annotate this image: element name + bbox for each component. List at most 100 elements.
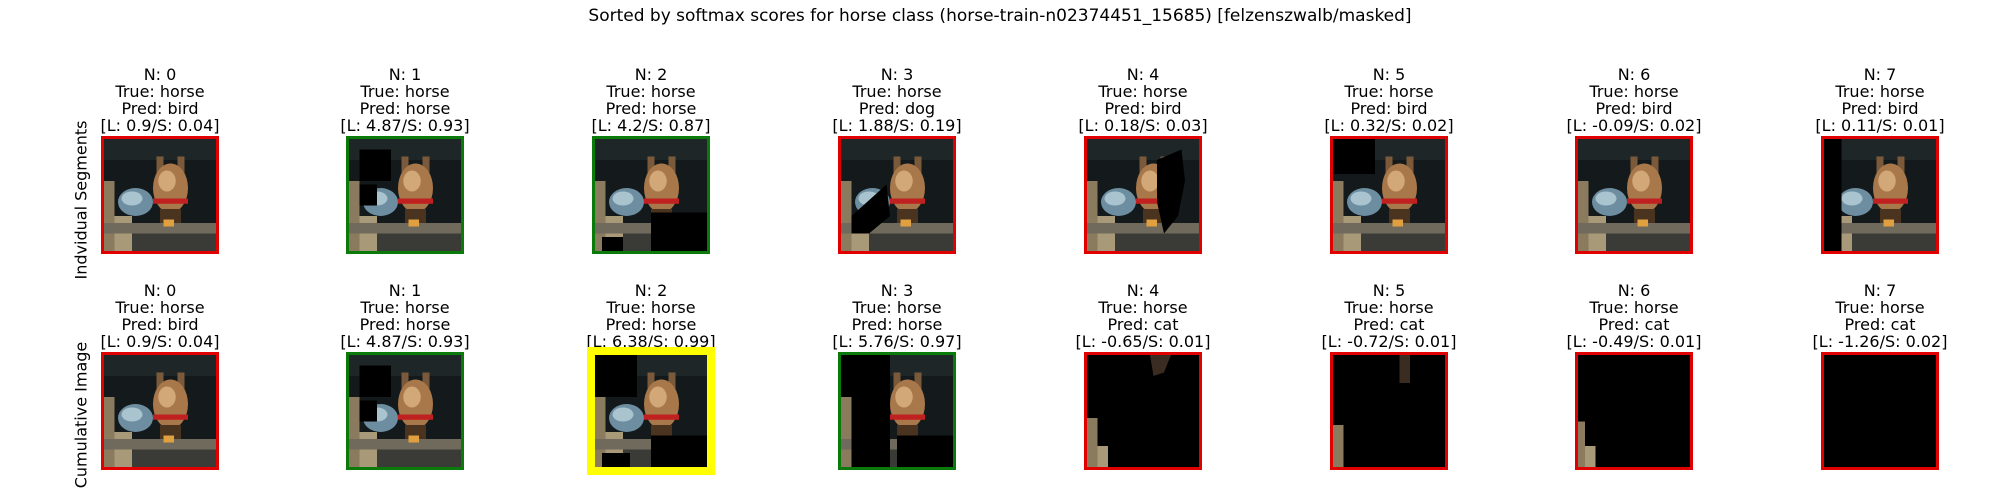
pred-label: Pred: horse [851, 315, 943, 334]
true-label: True: horse [360, 298, 450, 317]
score-label: [L: 4.2/S: 0.87] [591, 116, 711, 135]
masked-image-thumbnail [1821, 352, 1939, 470]
masked-image-thumbnail [101, 352, 219, 470]
true-label: True: horse [852, 298, 942, 317]
panel-r0-c5: N: 5 True: horse Pred: bird [L: 0.32/S: 0.0… [1289, 66, 1489, 254]
panel-r0-c7: N: 7 True: horse Pred: bird [L: 0.11/S: 0.0… [1780, 66, 1980, 254]
pred-label: Pred: horse [605, 99, 697, 118]
pred-label: Pred: horse [359, 315, 451, 334]
figure-title: Sorted by softmax scores for horse class… [588, 6, 1412, 26]
score-label: [L: 0.9/S: 0.04] [100, 116, 220, 135]
score-label: [L: 6.38/S: 0.99] [586, 332, 716, 351]
panel-r1-c0: N: 0 True: horse Pred: bird [L: 0.9/S: 0.04… [60, 282, 260, 470]
true-label: True: horse [606, 82, 696, 101]
score-label: [L: 0.9/S: 0.04] [100, 332, 220, 351]
score-label: [L: -1.26/S: 0.02] [1812, 332, 1948, 351]
panel-r1-c1: N: 1 True: horse Pred: horse [L: 4.87/S: 0.… [305, 282, 505, 470]
pred-label: Pred: bird [1104, 99, 1182, 118]
masked-image-thumbnail [1330, 136, 1448, 254]
masked-image-thumbnail [346, 136, 464, 254]
masked-image-thumbnail [1821, 136, 1939, 254]
masked-image-thumbnail [346, 352, 464, 470]
panel-caption: N: 5 True: horse Pred: bird [L: 0.32/S: 0.0… [1289, 66, 1489, 134]
panel-r1-c7: N: 7 True: horse Pred: cat [L: -1.26/S: 0.0… [1780, 282, 1980, 470]
panel-r0-c3: N: 3 True: horse Pred: dog [L: 1.88/S: 0.19… [797, 66, 997, 254]
true-label: True: horse [1835, 298, 1925, 317]
panel-index: N: 6 [1617, 65, 1651, 84]
panel-caption: N: 1 True: horse Pred: horse [L: 4.87/S: 0.… [305, 66, 505, 134]
panel-caption: N: 3 True: horse Pred: dog [L: 1.88/S: 0.19… [797, 66, 997, 134]
true-label: True: horse [1589, 82, 1679, 101]
panel-index: N: 3 [880, 65, 914, 84]
panel-index: N: 0 [143, 281, 177, 300]
true-label: True: horse [852, 82, 942, 101]
score-label: [L: 4.87/S: 0.93] [340, 332, 470, 351]
true-label: True: horse [1589, 298, 1679, 317]
true-label: True: horse [1344, 298, 1434, 317]
panel-caption: N: 0 True: horse Pred: bird [L: 0.9/S: 0.04… [60, 282, 260, 350]
pred-label: Pred: cat [1353, 315, 1425, 334]
pred-label: Pred: bird [1350, 99, 1428, 118]
panel-r1-c2: N: 2 True: horse Pred: horse [L: 6.38/S: 0.… [551, 282, 751, 475]
masked-image-thumbnail [1084, 352, 1202, 470]
masked-image-thumbnail [1084, 136, 1202, 254]
panel-caption: N: 4 True: horse Pred: cat [L: -0.65/S: 0.0… [1043, 282, 1243, 350]
pred-label: Pred: dog [858, 99, 936, 118]
panel-r1-c5: N: 5 True: horse Pred: cat [L: -0.72/S: 0.0… [1289, 282, 1489, 470]
panel-index: N: 6 [1617, 281, 1651, 300]
panel-index: N: 3 [880, 281, 914, 300]
panel-caption: N: 2 True: horse Pred: horse [L: 6.38/S: 0.… [551, 282, 751, 350]
score-label: [L: 0.11/S: 0.01] [1815, 116, 1945, 135]
panel-caption: N: 6 True: horse Pred: cat [L: -0.49/S: 0.0… [1534, 282, 1734, 350]
true-label: True: horse [1835, 82, 1925, 101]
true-label: True: horse [1344, 82, 1434, 101]
masked-image-thumbnail [587, 347, 715, 475]
score-label: [L: -0.72/S: 0.01] [1321, 332, 1457, 351]
pred-label: Pred: horse [359, 99, 451, 118]
score-label: [L: -0.49/S: 0.01] [1566, 332, 1702, 351]
masked-image-thumbnail [838, 136, 956, 254]
pred-label: Pred: bird [121, 315, 199, 334]
panel-r1-c4: N: 4 True: horse Pred: cat [L: -0.65/S: 0.0… [1043, 282, 1243, 470]
panel-index: N: 5 [1372, 65, 1406, 84]
panel-r0-c2: N: 2 True: horse Pred: horse [L: 4.2/S: 0.8… [551, 66, 751, 254]
panel-caption: N: 0 True: horse Pred: bird [L: 0.9/S: 0.04… [60, 66, 260, 134]
panel-index: N: 4 [1126, 65, 1160, 84]
masked-image-thumbnail [1330, 352, 1448, 470]
score-label: [L: 0.32/S: 0.02] [1324, 116, 1454, 135]
score-label: [L: 4.87/S: 0.93] [340, 116, 470, 135]
panel-r0-c6: N: 6 True: horse Pred: bird [L: -0.09/S: 0.… [1534, 66, 1734, 254]
pred-label: Pred: bird [121, 99, 199, 118]
panel-index: N: 4 [1126, 281, 1160, 300]
score-label: [L: 1.88/S: 0.19] [832, 116, 962, 135]
pred-label: Pred: cat [1107, 315, 1179, 334]
score-label: [L: -0.65/S: 0.01] [1075, 332, 1211, 351]
panel-caption: N: 7 True: horse Pred: cat [L: -1.26/S: 0.0… [1780, 282, 1980, 350]
panel-caption: N: 3 True: horse Pred: horse [L: 5.76/S: 0.… [797, 282, 997, 350]
panel-caption: N: 2 True: horse Pred: horse [L: 4.2/S: 0.8… [551, 66, 751, 134]
panel-index: N: 1 [388, 281, 422, 300]
panel-caption: N: 7 True: horse Pred: bird [L: 0.11/S: 0.0… [1780, 66, 1980, 134]
score-label: [L: -0.09/S: 0.02] [1566, 116, 1702, 135]
true-label: True: horse [606, 298, 696, 317]
true-label: True: horse [1098, 82, 1188, 101]
panel-index: N: 2 [634, 65, 668, 84]
pred-label: Pred: bird [1595, 99, 1673, 118]
pred-label: Pred: cat [1844, 315, 1916, 334]
panel-r0-c0: N: 0 True: horse Pred: bird [L: 0.9/S: 0.04… [60, 66, 260, 254]
masked-image-thumbnail [592, 136, 710, 254]
panel-caption: N: 4 True: horse Pred: bird [L: 0.18/S: 0.0… [1043, 66, 1243, 134]
true-label: True: horse [115, 298, 205, 317]
panel-r1-c3: N: 3 True: horse Pred: horse [L: 5.76/S: 0.… [797, 282, 997, 470]
panel-r0-c1: N: 1 True: horse Pred: horse [L: 4.87/S: 0.… [305, 66, 505, 254]
masked-image-thumbnail [1575, 352, 1693, 470]
score-label: [L: 5.76/S: 0.97] [832, 332, 962, 351]
true-label: True: horse [1098, 298, 1188, 317]
true-label: True: horse [360, 82, 450, 101]
panel-index: N: 7 [1863, 65, 1897, 84]
pred-label: Pred: cat [1598, 315, 1670, 334]
true-label: True: horse [115, 82, 205, 101]
panel-index: N: 2 [634, 281, 668, 300]
panel-caption: N: 1 True: horse Pred: horse [L: 4.87/S: 0.… [305, 282, 505, 350]
panel-index: N: 7 [1863, 281, 1897, 300]
